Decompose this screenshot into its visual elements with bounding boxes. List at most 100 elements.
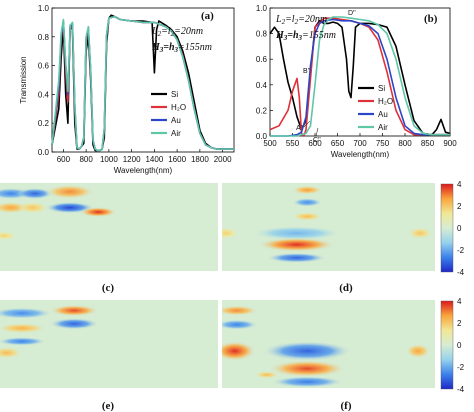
point-label: C'' [313, 137, 321, 144]
heatmap-panel-f: (f) 4 2 0 -2 -4 [222, 297, 465, 412]
panel-tag: (f) [341, 400, 352, 412]
field-lobe [0, 323, 47, 334]
x-tick-label: 850 [421, 139, 435, 148]
x-tick-label: 900 [443, 139, 457, 148]
x-tick-label: 600 [308, 139, 322, 148]
colorbar-tick-label: 4 [457, 297, 462, 306]
line-panel-a: 600 800 1000 1200 1400 1600 1800 2000 0.0 0.2 0.4 0… [19, 4, 235, 175]
series-au-line [270, 18, 450, 137]
heatmap-panel-e: (e) [0, 300, 218, 412]
y-tick-label: 1.0 [38, 4, 50, 13]
parameter-annotation-h3: H3=h3=155nm [275, 30, 336, 42]
x-tick-label: 800 [79, 155, 93, 164]
heatmap-field [0, 304, 99, 359]
parameter-annotation-l2: L2=l2=20nm [151, 26, 203, 38]
y-tick-label: 0.6 [38, 62, 50, 71]
point-label: B'' [303, 68, 310, 75]
y-tick-label: 0.6 [256, 55, 268, 64]
y-tick-label: 0.0 [256, 132, 268, 141]
colorbar [440, 183, 454, 273]
x-tick-label: 700 [353, 139, 367, 148]
legend-label-h2o: H₂O [171, 103, 186, 112]
field-lobe [17, 202, 48, 214]
field-lobe [49, 304, 99, 317]
legend-label-si: Si [171, 90, 178, 99]
x-tick-label: 650 [331, 139, 345, 148]
heatmap-field [222, 305, 430, 388]
y-tick-label: 0.2 [256, 106, 268, 115]
field-lobe [271, 376, 343, 388]
colorbar-tick-label: 0 [457, 224, 462, 233]
panel-tag: (b) [424, 13, 438, 25]
point-label-leader [303, 120, 311, 128]
field-lobe [251, 226, 342, 241]
field-lobe [292, 198, 323, 207]
field-lobe [254, 371, 279, 379]
field-lobe [222, 227, 239, 239]
y-tick-label: 0.8 [38, 33, 50, 42]
x-tick-label: 600 [57, 155, 71, 164]
series-air-line [270, 16, 450, 137]
field-lobe [0, 337, 47, 346]
heatmap-panel-c: (c) [0, 183, 218, 294]
x-tick-label: 1600 [168, 155, 186, 164]
field-lobe [266, 252, 327, 263]
heatmap-panel-d: (d) 4 2 0 -2 -4 [222, 180, 465, 294]
y-tick-label: 0.4 [256, 81, 268, 90]
field-lobe [262, 341, 352, 361]
field-lobe [406, 344, 430, 359]
field-lobe [0, 347, 22, 359]
field-lobe [0, 231, 17, 241]
x-axis-label: Wavelength(nm) [331, 150, 390, 159]
field-lobe [222, 341, 256, 361]
legend-label-h2o: H₂O [378, 97, 393, 106]
legend-label-si: Si [378, 84, 385, 93]
heatmap-field [0, 184, 117, 241]
colorbar-tick-label: 0 [457, 341, 462, 350]
panel-tag: (c) [102, 282, 115, 294]
x-tick-label: 750 [376, 139, 390, 148]
y-tick-label: 0.2 [38, 119, 50, 128]
legend-label-au: Au [378, 110, 388, 119]
line-panel-b: 500 550 600 650 700 750 800 850 900 0.0 0.2 0.4 0.6 0… [256, 4, 457, 159]
y-axis-label: Transmission [19, 56, 28, 103]
legend-label-air: Air [378, 123, 388, 132]
field-lobe [257, 237, 336, 252]
x-tick-label: 550 [286, 139, 300, 148]
point-label: A'' [296, 125, 303, 132]
field-lobe [0, 307, 53, 319]
x-tick-label: 1000 [100, 155, 118, 164]
colorbar [440, 300, 454, 390]
x-tick-label: 1400 [145, 155, 163, 164]
field-lobe [268, 360, 346, 378]
series-h2o-line [269, 17, 450, 137]
point-label: D'' [348, 10, 356, 17]
legend-label-air: Air [171, 129, 181, 138]
colorbar-tick-label: -2 [457, 246, 465, 255]
field-lobe [16, 187, 54, 200]
x-tick-label: 800 [398, 139, 412, 148]
x-tick-label: 500 [263, 139, 277, 148]
parameter-annotation-h3: H3=h3=155nm [151, 42, 212, 54]
field-lobe [222, 305, 258, 316]
heatmap-background [222, 183, 435, 271]
field-lobe [292, 185, 323, 195]
colorbar-tick-label: -4 [457, 268, 465, 277]
panel-tag: (a) [201, 10, 214, 22]
field-lobe [49, 318, 99, 330]
y-tick-label: 0.4 [38, 90, 50, 99]
plot-frame [51, 7, 235, 153]
series-air-line [51, 15, 234, 152]
field-lobe [45, 184, 95, 199]
x-tick-label: 1200 [123, 155, 141, 164]
colorbar-tick-label: 4 [457, 180, 462, 189]
x-axis-label: Wavelength(nm) [114, 166, 173, 175]
legend-label-au: Au [171, 116, 181, 125]
colorbar-tick-label: -2 [457, 363, 465, 372]
field-lobe [222, 319, 258, 330]
heatmap-field [222, 185, 433, 263]
parameter-annotation-l2: L2=l2=20nm [275, 14, 327, 26]
y-tick-label: 1.0 [256, 4, 268, 13]
field-lobe [79, 207, 117, 217]
